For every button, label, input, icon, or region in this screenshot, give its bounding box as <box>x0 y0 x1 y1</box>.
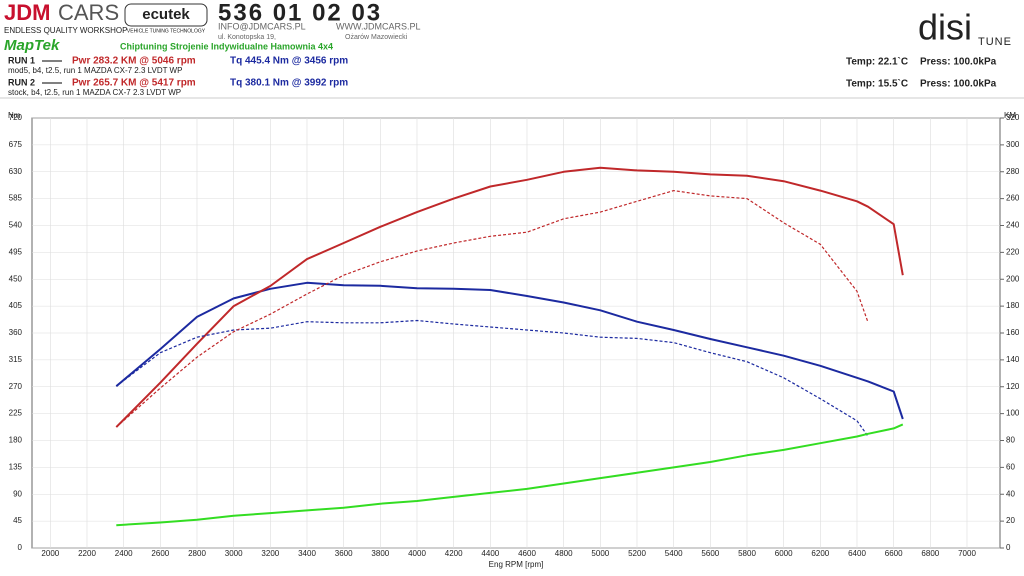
x-tick-label: 5400 <box>665 549 683 558</box>
street: ul. Konotopska 19, <box>218 34 276 41</box>
x-tick-label: 4000 <box>408 549 426 558</box>
y2-tick-label: 240 <box>1006 221 1020 230</box>
y-tick-label: 540 <box>9 221 23 230</box>
y2-tick-label: 260 <box>1006 194 1020 203</box>
x-tick-label: 2800 <box>188 549 206 558</box>
x-tick-label: 6800 <box>921 549 939 558</box>
x-tick-label: 3000 <box>225 549 243 558</box>
y2-tick-label: 140 <box>1006 355 1020 364</box>
y-tick-label: 270 <box>9 382 23 391</box>
y-tick-label: 585 <box>9 194 23 203</box>
run-power: Pwr 283.2 KM @ 5046 rpm <box>72 56 196 67</box>
y2-tick-label: 120 <box>1006 382 1020 391</box>
brand-sub: ENDLESS QUALITY WORKSHOP <box>4 26 127 35</box>
ecutek-box <box>124 3 208 27</box>
y-tick-label: 675 <box>9 140 23 149</box>
run-temp: Temp: 22.1`C <box>846 57 908 68</box>
run-desc: stock, b4, t2.5, run 1 MAZDA CX-7 2.3 LV… <box>8 88 181 97</box>
x-tick-label: 2600 <box>151 549 169 558</box>
run-power: Pwr 265.7 KM @ 5417 rpm <box>72 78 196 89</box>
x-tick-label: 6000 <box>775 549 793 558</box>
y-tick-label: 405 <box>9 301 23 310</box>
y2-tick-label: 100 <box>1006 409 1020 418</box>
x-tick-label: 2000 <box>41 549 59 558</box>
maptek: MapTek <box>4 37 60 54</box>
x-tick-label: 6400 <box>848 549 866 558</box>
y-tick-label: 360 <box>9 328 23 337</box>
email: INFO@JDMCARS.PL <box>218 21 306 31</box>
y2-tick-label: 40 <box>1006 489 1015 498</box>
y-tick-label: 225 <box>9 409 23 418</box>
y-tick-label: 720 <box>9 113 23 122</box>
x-tick-label: 5200 <box>628 549 646 558</box>
series-line <box>115 166 904 428</box>
ecutek-sub: VEHICLE TUNING TECHNOLOGY <box>127 28 206 34</box>
run-torque: Tq 445.4 Nm @ 3456 rpm <box>230 56 348 67</box>
run-temp: Temp: 15.5`C <box>846 79 908 90</box>
x-tick-label: 5600 <box>701 549 719 558</box>
run-desc: mod5, b4, t2.5, run 1 MAZDA CX-7 2.3 LVD… <box>8 66 182 75</box>
y-tick-label: 135 <box>9 462 23 471</box>
y2-tick-label: 200 <box>1006 274 1020 283</box>
ecutek-logo: ecutek <box>142 6 190 23</box>
y2-tick-label: 80 <box>1006 436 1015 445</box>
x-tick-label: 7000 <box>958 549 976 558</box>
brand-suffix: CARS <box>58 0 119 25</box>
x-tick-label: 2400 <box>115 549 133 558</box>
x-tick-label: 3800 <box>371 549 389 558</box>
run-torque: Tq 380.1 Nm @ 3992 rpm <box>230 78 348 89</box>
series-line <box>116 423 904 527</box>
y2-tick-label: 220 <box>1006 247 1020 256</box>
y-tick-label: 90 <box>13 489 22 498</box>
x-tick-label: 6600 <box>885 549 903 558</box>
series-line <box>115 319 869 437</box>
x-tick-label: 3200 <box>261 549 279 558</box>
run-press: Press: 100.0kPa <box>920 79 997 90</box>
y2-tick-label: 280 <box>1006 167 1020 176</box>
x-tick-label: 2200 <box>78 549 96 558</box>
y-tick-label: 450 <box>9 274 23 283</box>
y-axis-label: Nm <box>8 111 21 120</box>
disi-logo: disi <box>918 7 972 48</box>
tune-logo: TUNE <box>978 36 1012 48</box>
series-line <box>115 281 904 420</box>
x-tick-label: 5000 <box>591 549 609 558</box>
run-label: RUN 1 <box>8 55 35 65</box>
x-tick-label: 3600 <box>335 549 353 558</box>
x-tick-label: 4800 <box>555 549 573 558</box>
x-tick-label: 3400 <box>298 549 316 558</box>
phone: 536 01 02 03 <box>218 0 382 26</box>
y-tick-label: 0 <box>18 543 23 552</box>
x-tick-label: 5800 <box>738 549 756 558</box>
y-tick-label: 180 <box>9 436 23 445</box>
x-axis-label: Eng RPM [rpm] <box>489 560 544 569</box>
y-tick-label: 630 <box>9 167 23 176</box>
series-line <box>115 190 869 428</box>
web: WWW.JDMCARS.PL <box>336 21 421 31</box>
y2-tick-label: 180 <box>1006 301 1020 310</box>
brand: JDM <box>4 0 50 25</box>
y2-tick-label: 160 <box>1006 328 1020 337</box>
y-tick-label: 315 <box>9 355 23 364</box>
y2-tick-label: 20 <box>1006 516 1015 525</box>
y2-tick-label: 60 <box>1006 462 1015 471</box>
x-tick-label: 4400 <box>481 549 499 558</box>
x-tick-label: 6200 <box>811 549 829 558</box>
y2-tick-label: 300 <box>1006 140 1020 149</box>
city: Ożarów Mazowiecki <box>345 34 408 41</box>
y2-tick-label: 320 <box>1006 113 1020 122</box>
slogan: Chiptuning Strojenie Indywidualne Hamown… <box>120 41 333 51</box>
run-label: RUN 2 <box>8 77 35 87</box>
run-press: Press: 100.0kPa <box>920 57 997 68</box>
y-tick-label: 495 <box>9 247 23 256</box>
y-tick-label: 45 <box>13 516 22 525</box>
x-tick-label: 4200 <box>445 549 463 558</box>
y2-tick-label: 0 <box>1006 543 1011 552</box>
y2-axis-label: KM <box>1004 111 1016 120</box>
x-tick-label: 4600 <box>518 549 536 558</box>
